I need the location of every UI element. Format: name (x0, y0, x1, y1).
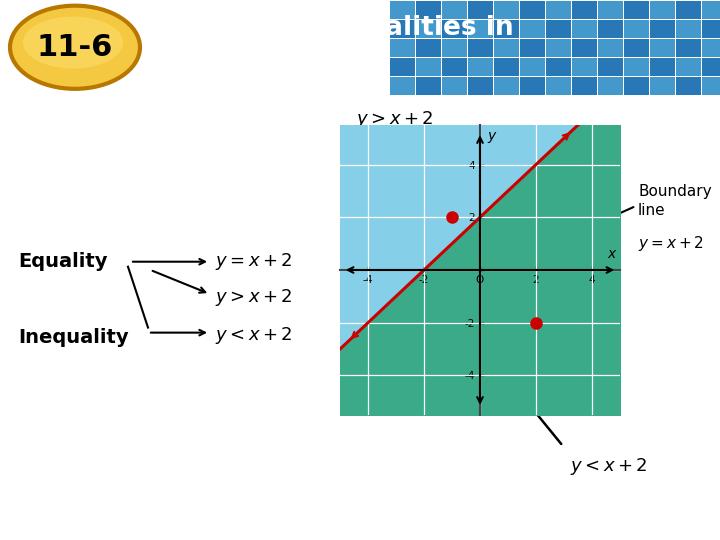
Bar (442, 58, 467, 76)
Bar (650, 39, 675, 57)
Bar (416, 39, 441, 57)
Text: $y = x + 2$: $y = x + 2$ (638, 234, 704, 253)
Bar (494, 77, 519, 94)
Text: $y < x + 2$: $y < x + 2$ (570, 456, 648, 477)
Bar (442, 20, 467, 38)
Bar (624, 77, 649, 94)
Bar (442, 39, 467, 57)
Bar (494, 39, 519, 57)
Bar (416, 77, 441, 94)
Bar (494, 1, 519, 19)
Bar (442, 1, 467, 19)
Text: $y > x + 2$: $y > x + 2$ (356, 109, 434, 130)
Bar (598, 1, 623, 19)
Bar (520, 39, 545, 57)
Ellipse shape (23, 17, 123, 69)
Bar (416, 58, 441, 76)
Bar (702, 39, 720, 57)
Text: Pre-Algebra: Pre-Algebra (8, 516, 89, 530)
Bar (468, 1, 493, 19)
Bar (572, 20, 597, 38)
Bar (468, 20, 493, 38)
Bar (598, 58, 623, 76)
Bar (416, 1, 441, 19)
Bar (546, 39, 571, 57)
Text: Inequality: Inequality (18, 328, 129, 347)
Bar (520, 58, 545, 76)
Bar (520, 20, 545, 38)
Bar (572, 58, 597, 76)
Bar (520, 77, 545, 94)
Bar (390, 1, 415, 19)
Text: Copyright © by Holt, Rinehart and Winston. All Rights Reserved.: Copyright © by Holt, Rinehart and Winsto… (420, 518, 712, 528)
Bar (572, 1, 597, 19)
Bar (598, 39, 623, 57)
Bar (390, 39, 415, 57)
Bar (702, 77, 720, 94)
Bar (624, 39, 649, 57)
Bar (546, 58, 571, 76)
Bar (650, 58, 675, 76)
Text: $y > x + 2$: $y > x + 2$ (215, 287, 293, 308)
Bar (676, 77, 701, 94)
Bar (520, 1, 545, 19)
Bar (468, 77, 493, 94)
Text: Graphing Inequalities in: Graphing Inequalities in (155, 15, 513, 42)
Bar (702, 58, 720, 76)
Bar (650, 1, 675, 19)
Bar (468, 39, 493, 57)
Bar (494, 20, 519, 38)
Bar (468, 58, 493, 76)
Text: $x$: $x$ (606, 247, 617, 261)
Text: 11-6: 11-6 (37, 33, 113, 62)
Bar (624, 1, 649, 19)
Text: $y$: $y$ (487, 130, 498, 145)
Bar (546, 20, 571, 38)
Bar (546, 77, 571, 94)
Text: Boundary
line: Boundary line (638, 184, 711, 218)
Bar (442, 77, 467, 94)
Bar (702, 20, 720, 38)
Bar (390, 77, 415, 94)
Text: $y = x + 2$: $y = x + 2$ (215, 251, 293, 272)
Bar (650, 20, 675, 38)
Bar (676, 20, 701, 38)
Bar (572, 39, 597, 57)
Bar (546, 1, 571, 19)
Bar (598, 20, 623, 38)
Bar (624, 20, 649, 38)
Ellipse shape (10, 5, 140, 89)
Text: Two Variables: Two Variables (155, 53, 360, 79)
Bar (598, 77, 623, 94)
Text: $y < x + 2$: $y < x + 2$ (215, 325, 293, 346)
Bar (390, 58, 415, 76)
Bar (702, 1, 720, 19)
Bar (676, 58, 701, 76)
Bar (676, 1, 701, 19)
Bar (416, 20, 441, 38)
Bar (390, 20, 415, 38)
Text: Equality: Equality (18, 252, 107, 271)
Bar (676, 39, 701, 57)
Bar (624, 58, 649, 76)
Bar (494, 58, 519, 76)
Bar (650, 77, 675, 94)
Bar (572, 77, 597, 94)
